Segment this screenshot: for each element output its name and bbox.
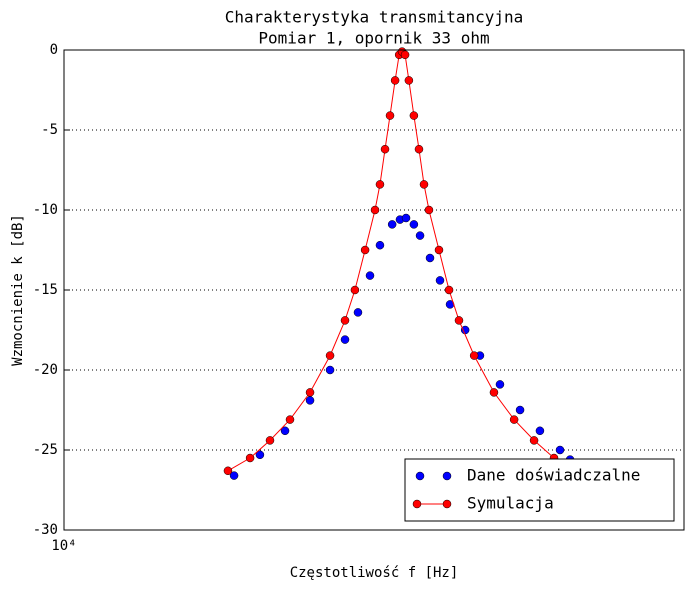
data-point xyxy=(414,144,424,154)
x-axis-label: Częstotliwość f [Hz] xyxy=(290,565,459,581)
data-point xyxy=(350,285,360,295)
legend-label: Dane doświadczalne xyxy=(467,466,640,485)
data-point xyxy=(435,276,445,285)
data-point xyxy=(434,245,444,255)
legend-marker xyxy=(412,499,422,509)
y-tick-label: -10 xyxy=(33,202,58,218)
data-point xyxy=(454,316,464,325)
data-point xyxy=(425,253,435,263)
data-point xyxy=(265,436,275,445)
legend-marker xyxy=(415,471,425,481)
y-tick-label: -15 xyxy=(33,282,58,298)
data-point xyxy=(444,285,454,295)
data-point xyxy=(424,205,434,215)
data-point xyxy=(255,450,265,460)
data-point xyxy=(325,351,335,360)
data-point xyxy=(419,180,429,189)
data-point xyxy=(535,426,545,436)
y-axis-label: Wzmocnienie k [dB] xyxy=(10,214,26,366)
data-point xyxy=(370,205,380,215)
data-point xyxy=(404,76,414,85)
chart-title: Charakterystyka transmitancyjna xyxy=(225,8,524,27)
data-point xyxy=(305,388,315,397)
data-point xyxy=(489,388,499,397)
data-point xyxy=(340,335,350,344)
data-point xyxy=(385,111,395,120)
data-point xyxy=(380,144,390,154)
data-point xyxy=(409,220,419,229)
chart-subtitle: Pomiar 1, opornik 33 ohm xyxy=(258,29,489,48)
data-point xyxy=(245,453,255,463)
data-point xyxy=(400,50,410,60)
data-point xyxy=(415,231,425,240)
y-tick-label: 0 xyxy=(50,42,58,58)
y-tick-label: -20 xyxy=(33,362,58,378)
legend-marker xyxy=(442,499,452,509)
legend-marker xyxy=(442,471,452,481)
x-tick-label: 10⁴ xyxy=(51,538,76,554)
legend-box xyxy=(404,458,675,522)
data-point xyxy=(229,471,239,480)
data-point xyxy=(509,415,519,424)
y-tick-label: -5 xyxy=(41,122,58,138)
data-point xyxy=(375,240,385,250)
y-tick-label: -25 xyxy=(33,442,58,458)
data-point xyxy=(223,466,233,476)
data-point xyxy=(495,380,505,389)
data-point xyxy=(529,436,539,445)
data-point xyxy=(285,415,295,424)
data-point xyxy=(515,405,525,415)
data-point xyxy=(390,76,400,85)
y-tick-label: -30 xyxy=(33,522,58,538)
data-point xyxy=(325,365,335,375)
data-point xyxy=(409,111,419,120)
data-point xyxy=(365,271,375,280)
data-point xyxy=(387,220,397,229)
legend-label: Symulacja xyxy=(467,494,554,513)
data-point xyxy=(340,316,350,325)
data-point xyxy=(401,213,411,223)
data-point xyxy=(360,245,370,255)
data-point xyxy=(555,445,565,455)
data-point xyxy=(280,426,290,436)
plot-frame xyxy=(63,49,685,531)
legend: Dane doświadczalne Symulacja xyxy=(404,458,675,522)
data-point xyxy=(469,351,479,360)
data-point xyxy=(305,396,315,405)
data-point xyxy=(353,308,363,317)
data-point xyxy=(375,180,385,189)
